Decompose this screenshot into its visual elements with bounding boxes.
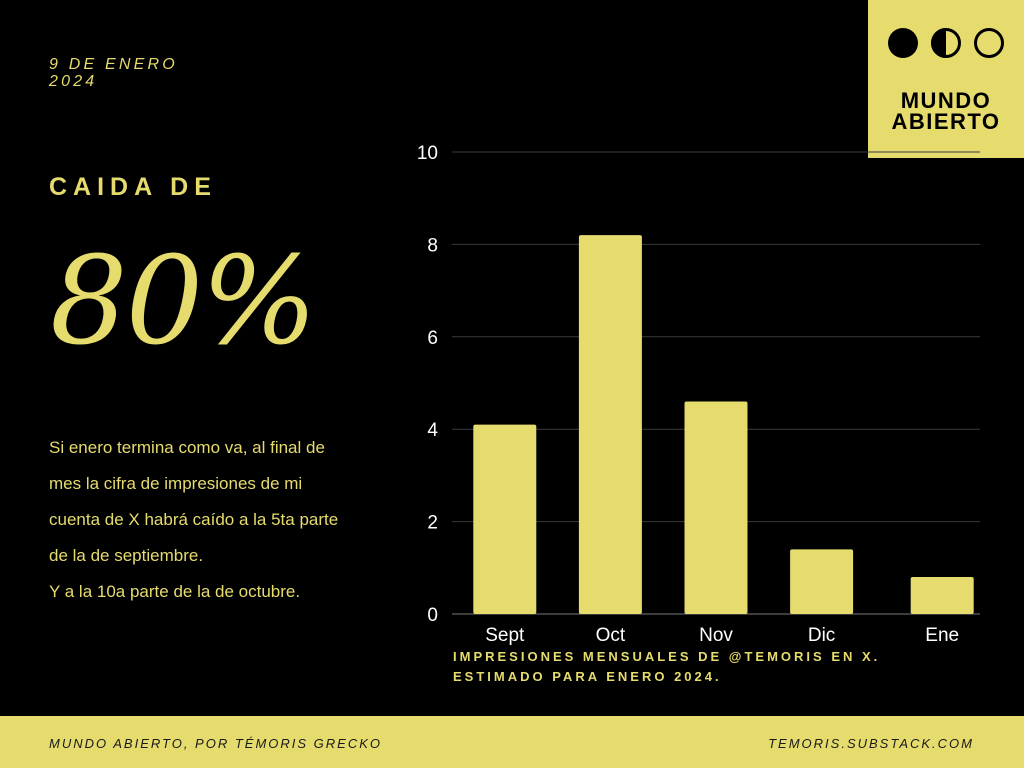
- x-tick-label: Oct: [596, 625, 626, 646]
- x-tick-label: Nov: [699, 625, 733, 646]
- body-line: Si enero termina como va, al final de: [49, 438, 325, 457]
- y-tick-label: 4: [427, 420, 438, 441]
- body-line: mes la cifra de impresiones de mi: [49, 474, 303, 493]
- footer-credit: MUNDO ABIERTO, POR TÉMORIS GRECKO: [49, 736, 383, 751]
- empty-circle-icon: [974, 28, 1004, 58]
- headline-value: 80%: [50, 230, 317, 372]
- y-tick-label: 8: [427, 235, 438, 256]
- body-line: Y a la 10a parte de la de octubre.: [49, 582, 301, 601]
- caption-line2: ESTIMADO PARA ENERO 2024.: [453, 669, 722, 684]
- logo-line2: ABIERTO: [891, 109, 1001, 134]
- half-circle-icon: [931, 28, 961, 58]
- date-day-month: 9 DE ENERO: [49, 56, 178, 73]
- bar: [790, 549, 854, 614]
- footer-bar: MUNDO ABIERTO, POR TÉMORIS GRECKO TEMORI…: [0, 716, 1024, 768]
- filled-circle-icon: [888, 28, 918, 58]
- publication-date: 9 DE ENERO 2024: [49, 56, 178, 90]
- body-line: de la de septiembre.: [49, 546, 204, 565]
- caption-line1: IMPRESIONES MENSUALES DE @TEMORIS EN X.: [453, 649, 881, 664]
- footer-website-link[interactable]: TEMORIS.SUBSTACK.COM: [768, 736, 974, 751]
- bar: [578, 235, 642, 614]
- y-tick-label: 10: [417, 143, 438, 164]
- y-tick-label: 2: [427, 513, 438, 534]
- body-paragraph: Si enero termina como va, al final de me…: [49, 430, 389, 610]
- impressions-bar-chart: 0 2 4 6 8 10 Sept Oct Nov Dic Ene: [400, 130, 1000, 660]
- body-line: cuenta de X habrá caído a la 5ta parte: [49, 510, 339, 529]
- headline-kicker: CAIDA DE: [49, 173, 217, 201]
- date-year: 2024: [49, 73, 98, 90]
- bar: [910, 577, 974, 614]
- logo-line1: MUNDO: [900, 88, 992, 113]
- x-tick-label: Dic: [808, 625, 835, 646]
- bar: [684, 401, 748, 614]
- logo-circles: [888, 28, 1004, 58]
- y-tick-label: 0: [427, 605, 438, 626]
- x-tick-label: Ene: [925, 625, 959, 646]
- x-tick-label: Sept: [485, 625, 525, 646]
- brand-logo: MUNDO ABIERTO: [868, 0, 1024, 158]
- logo-wordmark: MUNDO ABIERTO: [868, 88, 1024, 134]
- chart-caption: IMPRESIONES MENSUALES DE @TEMORIS EN X. …: [453, 647, 880, 687]
- chart-canvas: 0 2 4 6 8 10 Sept Oct Nov Dic Ene: [417, 143, 980, 646]
- y-tick-label: 6: [427, 328, 438, 349]
- bar: [473, 424, 537, 614]
